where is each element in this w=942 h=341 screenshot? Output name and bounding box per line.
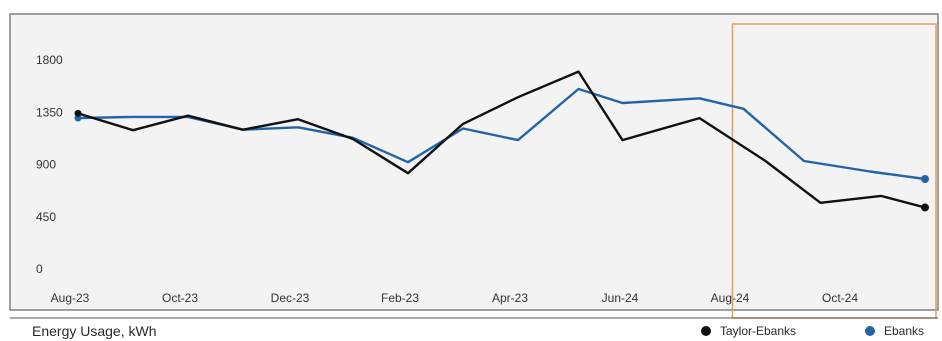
series-end-point — [921, 203, 929, 212]
y-tick-label: 450 — [36, 210, 56, 224]
legend-marker — [865, 326, 875, 336]
series-endpoints — [74, 109, 929, 212]
y-tick-label: 1350 — [36, 105, 63, 119]
series-end-point — [921, 175, 929, 184]
y-axis-ticks: 0 450 900 1350 1800 — [36, 53, 63, 276]
series-lines — [77, 70, 926, 209]
x-axis-ticks: Aug-23 Oct-23 Dec-23 Feb-23 Apr-23 Jun-24 Aug-… — [51, 291, 859, 305]
x-tick-label: Oct-23 — [162, 291, 198, 305]
plot-panel — [9, 13, 939, 311]
x-tick-label: Oct-24 — [822, 291, 858, 305]
series-start-point — [74, 109, 82, 117]
x-tick-label: Feb-23 — [381, 291, 419, 305]
series-line-taylor-ebanks — [77, 70, 926, 209]
legend-marker — [701, 326, 711, 336]
legend-label: Taylor-Ebanks — [720, 324, 796, 338]
x-tick-label: Apr-23 — [492, 291, 528, 305]
x-tick-label: Jun-24 — [602, 291, 639, 305]
y-tick-label: 1800 — [36, 53, 63, 67]
legend-label: Ebanks — [884, 324, 924, 338]
x-tick-label: Aug-24 — [711, 291, 750, 305]
y-tick-label: 0 — [36, 262, 43, 276]
y-tick-label: 900 — [36, 158, 56, 172]
legend: Taylor-Ebanks Ebanks — [701, 324, 924, 338]
x-axis-label: Energy Usage, kWh — [32, 323, 157, 339]
x-tick-label: Dec-23 — [271, 291, 310, 305]
x-tick-label: Aug-23 — [51, 291, 90, 305]
